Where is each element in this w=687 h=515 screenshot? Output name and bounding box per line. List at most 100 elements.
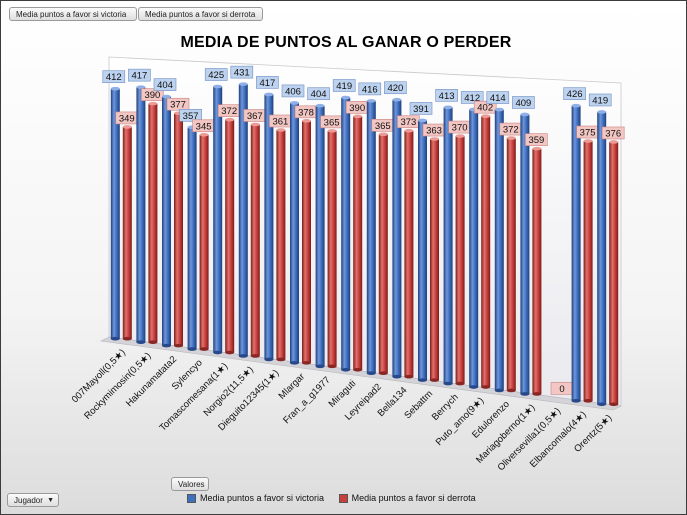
bar-defeat[interactable] [148,103,158,343]
bar-defeat[interactable] [609,141,619,405]
field-button-victory[interactable]: Media puntos a favor si victoria [9,7,137,21]
data-label-defeat-text: 349 [119,113,135,124]
bar-defeat[interactable] [353,116,363,370]
data-label-victory: 409 [512,96,535,109]
bar-victory-base [290,361,299,365]
bar-victory[interactable] [341,97,351,370]
bar-victory-base [597,402,607,407]
data-label-defeat-text: 402 [477,103,493,114]
bar-defeat[interactable] [250,124,260,356]
bar-defeat-cap [455,134,465,138]
bar-defeat[interactable] [174,113,183,346]
legend-item-defeat[interactable]: Media puntos a favor si derrota [338,493,476,503]
values-field-button[interactable]: Valores [171,477,209,491]
bar-defeat-base [302,361,311,365]
bar-defeat-cap [404,128,414,133]
bar-defeat[interactable] [302,120,311,363]
bar-defeat[interactable] [199,134,209,350]
data-label-victory-text: 412 [106,72,122,83]
bar-victory[interactable] [290,102,299,363]
bar-victory[interactable] [315,105,325,367]
data-label-victory: 417 [128,68,151,82]
bar-victory[interactable] [238,84,248,356]
data-label-defeat-text: 390 [349,103,365,114]
bar-victory[interactable] [264,94,274,360]
bar-victory-cap [392,97,402,102]
bar-victory-cap [571,103,581,108]
data-label-defeat-text: 363 [426,126,442,137]
bar-victory[interactable] [136,87,146,343]
data-label-victory-text: 417 [259,78,275,89]
player-filter-label: Jugador [14,496,43,505]
data-label-victory: 425 [204,68,228,81]
data-label-defeat: 375 [576,125,599,139]
data-label-defeat: 373 [397,115,420,128]
data-label-defeat: 390 [345,101,369,114]
bar-victory-cap [162,94,171,99]
data-label-victory-text: 419 [592,95,608,106]
data-label-victory: 416 [358,82,382,95]
bar-victory[interactable] [571,105,581,401]
bar-victory[interactable] [520,114,530,394]
bar-victory[interactable] [392,99,402,377]
bar-defeat-base [250,354,260,358]
bar-victory[interactable] [162,96,171,346]
data-label-victory-text: 412 [464,93,480,104]
bar-defeat-base [404,374,414,379]
bar-defeat[interactable] [404,130,414,377]
bar-victory-base [213,350,223,355]
bar-defeat[interactable] [506,138,516,391]
bar-defeat[interactable] [327,130,337,367]
bar-defeat[interactable] [225,119,235,353]
bar-defeat[interactable] [378,134,388,374]
chart-title: MEDIA DE PUNTOS AL GANAR O PERDER [180,34,512,51]
field-button-defeat[interactable]: Media puntos a favor si derrota [138,7,263,21]
bar-victory[interactable] [213,86,223,353]
bar-defeat-cap [353,114,363,119]
bar-defeat-base [532,392,542,396]
bar-victory[interactable] [469,109,479,388]
data-label-victory: 412 [102,70,126,83]
bar-defeat[interactable] [481,116,491,388]
bar-victory[interactable] [110,88,120,339]
bar-defeat-cap [506,136,516,140]
bar-defeat[interactable] [455,136,465,384]
legend-item-victory[interactable]: Media puntos a favor si victoria [187,493,324,503]
bar-victory-base [110,336,120,341]
bar-defeat-cap [430,137,439,141]
bar-victory[interactable] [366,100,376,374]
data-label-defeat-text: 345 [196,121,212,132]
bar-victory-cap [520,112,530,117]
bar-defeat-cap [609,140,619,144]
data-label-defeat-text: 361 [272,117,288,128]
data-label-defeat: 345 [192,119,215,132]
bar-defeat[interactable] [276,130,286,360]
bar-victory[interactable] [597,111,607,405]
bar-victory-base [418,378,427,382]
bar-defeat[interactable] [532,148,542,394]
bar-victory[interactable] [443,107,453,384]
bar-victory[interactable] [187,127,197,350]
bar-defeat-cap [122,125,132,129]
bar-victory[interactable] [494,109,504,391]
bar-victory-cap [213,84,223,89]
bar-defeat[interactable] [122,126,132,339]
legend-label-victory: Media puntos a favor si victoria [200,493,325,503]
data-label-victory: 406 [281,84,305,97]
bar-victory-cap [597,110,607,114]
data-label-victory-text: 413 [439,91,455,102]
bar-defeat-base [174,343,183,348]
bar-defeat-cap [583,139,593,143]
bar-victory[interactable] [418,120,427,381]
bar-defeat-base [148,340,158,344]
data-label-victory-text: 416 [362,84,378,95]
bar-victory-cap [238,82,248,86]
bar-defeat[interactable] [430,139,439,381]
data-label-victory-text: 404 [311,89,327,100]
bar-defeat[interactable] [583,141,593,401]
data-label-victory: 404 [153,78,177,91]
bar-victory-cap [110,86,120,91]
data-label-defeat-text: 375 [580,128,596,139]
player-filter-dropdown[interactable]: Jugador ▼ [7,493,59,507]
